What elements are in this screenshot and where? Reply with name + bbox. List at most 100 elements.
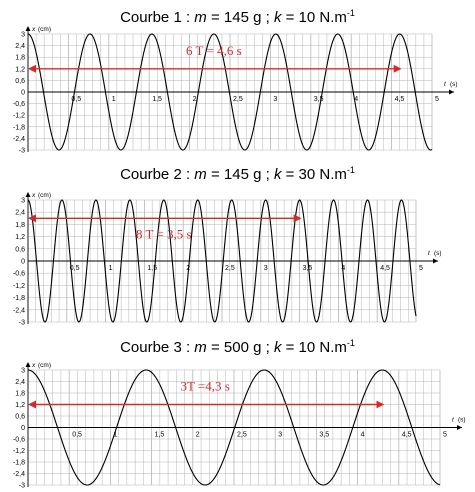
mass-symbol: m: [194, 166, 207, 183]
x-axis-unit: (s): [434, 250, 442, 257]
x-tick-label: 1,5: [155, 432, 165, 439]
x-axis-label: t: [428, 250, 431, 257]
chart-title-3: Courbe 3 : m = 500 g ; k = 10 N.m-1: [0, 338, 475, 356]
x-axis-unit: (s): [450, 81, 458, 88]
y-tick-label: -1,2: [13, 448, 25, 455]
y-tick-label: -3: [19, 320, 25, 327]
x-axis-label: t: [444, 81, 447, 88]
oscillation-curve: [27, 199, 417, 323]
x-tick-label: 4: [354, 96, 358, 103]
y-axis-unit: (cm): [38, 192, 51, 199]
x-tick-label: 4,5: [402, 432, 412, 439]
y-tick-label: 0,6: [15, 78, 25, 85]
mass-value: = 145 g ;: [206, 166, 274, 183]
chart-title-1: Courbe 1 : m = 145 g ; k = 10 N.m-1: [0, 8, 475, 26]
oscillation-curve: [27, 369, 441, 486]
period-measure-label: 8 T = 3,5 s: [136, 226, 192, 241]
x-tick-label: 1: [112, 96, 116, 103]
x-tick-label: 1,5: [147, 265, 157, 272]
y-axis-unit: (cm): [38, 362, 51, 369]
chart-title-2: Courbe 2 : m = 145 g ; k = 30 N.m-1: [0, 165, 475, 183]
stiffness-symbol: k: [273, 339, 282, 356]
x-tick-label: 2,5: [237, 432, 247, 439]
y-tick-label: 3: [21, 198, 25, 205]
stiffness-symbol: k: [273, 9, 282, 26]
x-tick-label: 2: [193, 96, 197, 103]
stiffness-exponent: -1: [346, 8, 355, 18]
x-axis-arrow: [449, 89, 454, 95]
y-tick-label: 3: [21, 32, 25, 39]
y-tick-label: -0,6: [13, 271, 25, 278]
y-axis-arrow: [25, 362, 31, 367]
y-tick-label: -1,2: [13, 113, 25, 120]
y-tick-label: -2,4: [13, 471, 25, 478]
x-tick-label: 2,5: [225, 265, 235, 272]
y-axis-label: x: [31, 192, 36, 199]
y-tick-label: 0: [21, 259, 25, 266]
y-tick-label: -1,8: [13, 124, 25, 131]
stiffness-symbol: k: [273, 166, 282, 183]
y-axis-unit: (cm): [38, 26, 51, 33]
x-tick-label: 0,5: [71, 96, 81, 103]
stiffness-value: = 10 N.m: [281, 9, 347, 26]
y-tick-label: -1,8: [13, 460, 25, 467]
x-tick-label: 3,5: [319, 432, 329, 439]
x-tick-label: 3: [278, 432, 282, 439]
x-tick-label: 3,5: [314, 96, 324, 103]
x-tick-label: 4: [361, 432, 365, 439]
x-tick-label: 0,5: [70, 265, 80, 272]
y-tick-label: 3: [21, 368, 25, 375]
x-axis-arrow: [433, 258, 438, 264]
mass-value: = 145 g ;: [206, 9, 274, 26]
x-tick-label: 5: [419, 265, 423, 272]
mass-symbol: m: [194, 339, 207, 356]
y-tick-label: 1,8: [15, 55, 25, 62]
oscillation-curve: [27, 33, 433, 151]
y-tick-label: 0: [21, 425, 25, 432]
mass-value: = 500 g ;: [206, 339, 274, 356]
y-tick-label: 1,2: [15, 66, 25, 73]
y-tick-label: 1,8: [15, 222, 25, 229]
title-prefix: Courbe 3 :: [120, 339, 195, 356]
y-axis-arrow: [25, 26, 31, 31]
y-axis-label: x: [31, 362, 36, 369]
x-tick-label: 3: [273, 96, 277, 103]
x-tick-label: 3: [264, 265, 268, 272]
x-tick-label: 1,5: [152, 96, 162, 103]
y-tick-label: 0,6: [15, 246, 25, 253]
x-tick-label: 0,5: [72, 432, 82, 439]
y-tick-label: -0,6: [13, 101, 25, 108]
stiffness-exponent: -1: [346, 338, 355, 348]
y-tick-label: 2,4: [15, 379, 25, 386]
x-tick-label: 5: [443, 432, 447, 439]
x-axis-arrow: [457, 425, 462, 430]
y-tick-label: 1,8: [15, 391, 25, 398]
x-tick-label: 2: [196, 432, 200, 439]
x-axis-unit: (s): [458, 417, 466, 424]
y-tick-label: 0,6: [15, 414, 25, 421]
y-tick-label: 1,2: [15, 402, 25, 409]
y-tick-label: 0: [21, 90, 25, 97]
stiffness-exponent: -1: [346, 165, 355, 175]
stiffness-value: = 10 N.m: [281, 339, 347, 356]
y-tick-label: -0,6: [13, 437, 25, 444]
title-prefix: Courbe 2 :: [120, 166, 195, 183]
y-tick-label: -3: [19, 148, 25, 155]
y-tick-label: -3: [19, 483, 25, 490]
x-tick-label: 4,5: [380, 265, 390, 272]
title-prefix: Courbe 1 :: [120, 9, 195, 26]
y-tick-label: -1,2: [13, 283, 25, 290]
x-tick-label: 3,5: [303, 265, 313, 272]
period-measure-label: 6 T = 4,6 s: [186, 43, 242, 58]
y-tick-label: 2,4: [15, 210, 25, 217]
y-tick-label: 1,2: [15, 234, 25, 241]
y-tick-label: 2,4: [15, 43, 25, 50]
y-tick-label: -2,4: [13, 307, 25, 314]
x-tick-label: 4,5: [395, 96, 405, 103]
x-tick-label: 5: [435, 96, 439, 103]
x-tick-label: 2,5: [233, 96, 243, 103]
y-tick-label: -2,4: [13, 136, 25, 143]
stiffness-value: = 30 N.m: [281, 166, 347, 183]
period-measure-label: 3T =4,3 s: [180, 379, 229, 394]
